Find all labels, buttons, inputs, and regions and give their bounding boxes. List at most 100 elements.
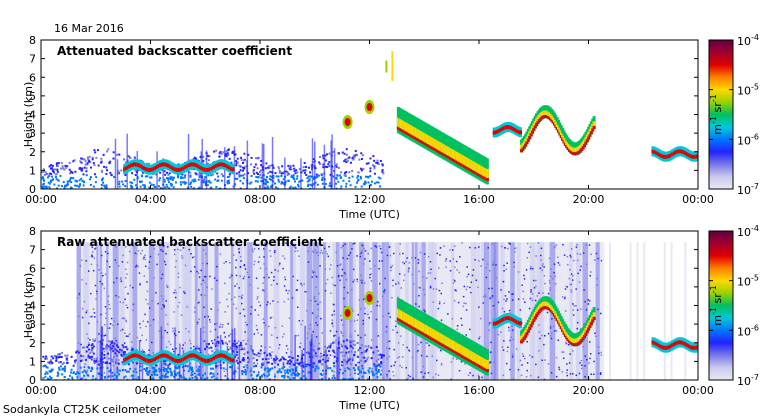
noise-speck — [546, 311, 549, 314]
layer-core — [505, 125, 509, 130]
noise-speck — [185, 327, 187, 330]
noise-speck — [437, 374, 440, 377]
noise-speck — [541, 269, 544, 272]
aerosol-speck — [242, 366, 245, 369]
aerosol-speck — [164, 362, 167, 365]
aerosol-speck — [225, 152, 228, 155]
noise-speck — [379, 282, 381, 285]
aerosol-speck — [375, 161, 378, 164]
noise-speck — [115, 277, 118, 279]
noise-speck — [361, 282, 363, 284]
noise-speck — [582, 346, 584, 348]
layer-core — [224, 354, 228, 359]
noise-speck — [100, 254, 103, 257]
noise-speck — [306, 337, 309, 339]
noise-speck — [369, 260, 371, 262]
aerosol-speck — [106, 362, 109, 365]
aerosol-speck — [192, 187, 195, 189]
aerosol-speck — [145, 368, 148, 371]
aerosol-speck — [224, 341, 227, 344]
aerosol-speck — [63, 376, 66, 379]
noise-speck — [116, 354, 118, 357]
layer-core — [682, 341, 686, 346]
noise-speck — [376, 300, 379, 303]
layer-core — [144, 166, 148, 171]
aerosol-speck — [235, 164, 238, 167]
noise-speck — [566, 372, 568, 374]
layer-core — [664, 154, 668, 159]
noise-speck — [86, 369, 89, 372]
aerosol-speck — [242, 159, 245, 162]
colorbar-tick-label: 10-5 — [737, 83, 759, 98]
noise-speck — [216, 279, 218, 282]
aerosol-speck — [266, 185, 269, 188]
aerosol-speck — [226, 152, 229, 155]
noise-speck — [429, 286, 432, 289]
noise-speck — [94, 340, 96, 342]
aerosol-speck — [312, 178, 315, 181]
noise-speck — [395, 283, 397, 285]
noise-speck — [352, 281, 355, 283]
noise-speck — [564, 288, 567, 290]
noise-speck — [214, 345, 217, 348]
layer-core — [682, 150, 686, 155]
noise-speck — [177, 272, 180, 275]
aerosol-speck — [357, 368, 360, 371]
noise-speck — [589, 271, 592, 273]
noise-speck — [104, 250, 107, 253]
noise-speck — [382, 376, 385, 379]
aerosol-speck — [198, 171, 201, 174]
aerosol-speck — [46, 176, 49, 179]
aerosol-speck — [118, 373, 121, 376]
aerosol-speck — [363, 183, 366, 186]
noise-speck — [306, 332, 309, 335]
noise-stripe — [629, 242, 632, 380]
aerosol-speck — [225, 150, 228, 153]
aerosol-speck — [52, 171, 55, 174]
noise-speck — [182, 247, 185, 249]
noise-speck — [181, 257, 184, 259]
colorbar-label-part: sr — [711, 102, 724, 116]
aerosol-speck — [351, 175, 354, 178]
aerosol-speck — [326, 354, 329, 357]
noise-speck — [445, 258, 448, 260]
noise-speck — [293, 246, 296, 248]
noise-speck — [526, 242, 529, 245]
layer-core — [170, 165, 174, 170]
noise-speck — [123, 317, 126, 320]
colorbar-tick-exp: -6 — [751, 323, 759, 332]
aerosol-speck — [222, 367, 225, 370]
aerosol-speck — [291, 356, 294, 359]
aerosol-speck — [226, 149, 229, 152]
aerosol-speck — [266, 166, 269, 169]
noise-speck — [104, 334, 107, 336]
aerosol-speck — [266, 375, 269, 378]
aerosol-speck — [144, 175, 147, 178]
noise-stripe — [428, 242, 434, 380]
aerosol-speck — [236, 177, 239, 180]
aerosol-speck — [373, 165, 376, 168]
aerosol-speck — [189, 362, 192, 365]
noise-speck — [588, 341, 591, 343]
noise-speck — [117, 323, 119, 326]
noise-speck — [76, 297, 79, 299]
noise-speck — [190, 270, 192, 273]
noise-stripe — [575, 242, 581, 380]
aerosol-speck — [376, 376, 379, 379]
aerosol-speck — [85, 350, 88, 353]
aerosol-speck — [267, 361, 270, 364]
noise-speck — [542, 292, 544, 294]
aerosol-speck — [207, 342, 210, 345]
aerosol-speck — [315, 175, 318, 178]
noise-speck — [339, 264, 341, 266]
noise-speck — [531, 293, 534, 295]
aerosol-speck — [286, 375, 289, 378]
noise-speck — [190, 342, 192, 345]
aerosol-speck — [302, 364, 305, 367]
noise-speck — [257, 332, 259, 334]
noise-speck — [341, 345, 343, 348]
noise-speck — [90, 292, 92, 295]
noise-speck — [395, 320, 397, 322]
noise-speck — [313, 345, 315, 347]
aerosol-speck — [142, 184, 145, 187]
